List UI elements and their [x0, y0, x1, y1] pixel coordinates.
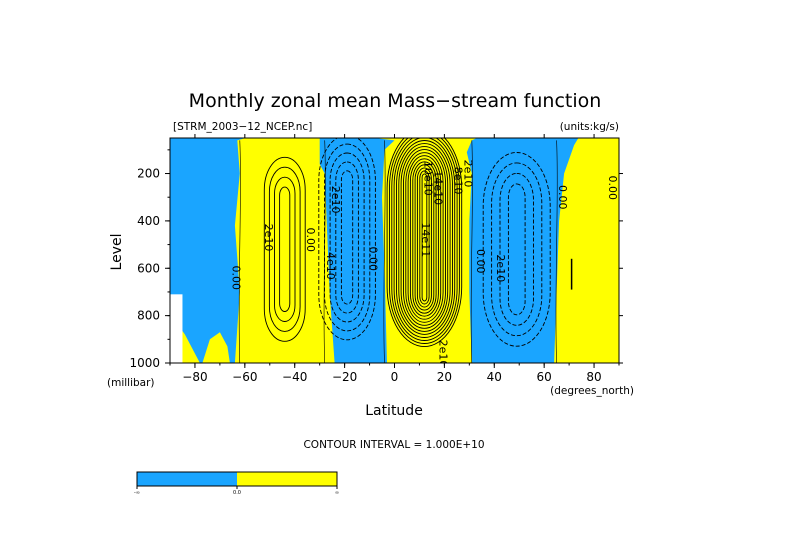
southern-ferrel-contour	[279, 186, 291, 312]
northern-ferrel-contour	[491, 162, 543, 337]
x-tick-label: −20	[332, 370, 357, 384]
northern-ferrel-contour	[482, 152, 551, 347]
northern-hadley-contour	[403, 149, 446, 326]
contour-label: 0.00	[229, 265, 242, 290]
contour-label: 14e10	[431, 170, 444, 205]
northern-hadley-contour	[396, 140, 453, 335]
northern-hadley-contour	[398, 143, 451, 332]
contour-label: 2e10	[494, 254, 507, 282]
x-tick-label: −80	[182, 370, 207, 384]
northern-hadley-contour	[386, 138, 463, 348]
northern-hadley-contour	[400, 146, 449, 329]
zero-contour-line	[323, 140, 326, 363]
southern-ferrel-contour	[268, 166, 301, 332]
contour-label: 0.00	[474, 249, 487, 274]
fill-northern-hadley-cell	[374, 138, 477, 363]
southern-hadley-contour	[318, 138, 376, 341]
southern-ferrel-contour	[274, 176, 296, 322]
source-file-label: [STRM_2003−12_NCEP.nc]	[173, 121, 312, 133]
x-tick-label: 40	[487, 370, 502, 384]
northern-hadley-contour	[416, 167, 432, 308]
northern-hadley-contour	[419, 170, 430, 305]
southern-hadley-contour	[324, 143, 371, 332]
contour-label: 8e10	[451, 167, 464, 195]
northern-hadley-contour	[421, 173, 428, 302]
northern-hadley-contour	[409, 158, 439, 317]
contour-label: 2e10	[461, 160, 474, 188]
northern-hadley-contour	[393, 138, 456, 338]
contour-label: 2e10	[436, 340, 449, 368]
units-label: (units:kg/s)	[560, 121, 619, 133]
x-tick-label: 80	[586, 370, 601, 384]
x-tick-label: 60	[537, 370, 552, 384]
southern-hadley-contour	[329, 152, 365, 323]
northern-hadley-contour	[389, 138, 460, 344]
x-tick-label: 20	[437, 370, 452, 384]
contour-label: 0.00	[606, 175, 619, 200]
color-legend: -∞ 0.0 ∞	[134, 471, 339, 496]
x-tick-label: −40	[282, 370, 307, 384]
y-tick-label: 800	[137, 309, 160, 323]
southern-hadley-contour	[335, 161, 359, 314]
contour-label: 0.00	[367, 247, 380, 272]
northern-ferrel-contour	[507, 183, 526, 316]
y-axis-units: (millibar)	[107, 377, 155, 389]
northern-hadley-contour	[391, 138, 458, 341]
missing-data-patch	[170, 294, 183, 363]
northern-hadley-contour	[405, 152, 444, 323]
x-tick-label: 0	[391, 370, 399, 384]
contour-label: 14e11	[419, 222, 432, 257]
legend-min-label: -∞	[134, 490, 140, 496]
contour-label: 2e10	[262, 224, 275, 252]
southern-hadley-contour	[340, 170, 354, 305]
contour-lines	[238, 138, 573, 363]
zero-contour-line	[555, 140, 558, 363]
x-axis: −80 −60 −40 −20 0 20 40 60 80	[169, 134, 620, 384]
fill-south-surface-patch	[202, 332, 230, 363]
zero-contour-line	[383, 140, 386, 363]
contour-label: 2e10	[329, 186, 342, 214]
y-tick-label: 1000	[129, 356, 160, 370]
y-axis-title: Level	[109, 234, 125, 271]
fill-northern-polar-cell	[554, 138, 619, 363]
y-tick-label: 400	[137, 214, 160, 228]
y-tick-label: 200	[137, 167, 160, 181]
legend-positive-swatch	[237, 472, 337, 486]
zero-contour-line	[470, 140, 473, 363]
northern-ferrel-contour	[499, 172, 534, 326]
contour-label: 0.00	[304, 228, 317, 253]
legend-max-label: ∞	[335, 490, 339, 496]
positive-fill-regions	[170, 138, 619, 363]
y-axis: 200 400 600 800 1000	[129, 149, 623, 370]
northern-hadley-contour	[412, 161, 437, 314]
y-tick-label: 600	[137, 261, 160, 275]
zero-contour-line	[238, 140, 241, 363]
contour-label: 4e10	[324, 252, 337, 280]
contour-label: 0.00	[556, 185, 569, 210]
northern-hadley-contour	[414, 164, 435, 311]
legend-zero-label: 0.0	[233, 490, 241, 496]
legend-negative-swatch	[137, 472, 237, 486]
fill-southern-ferrel-cell	[234, 138, 335, 363]
x-axis-title: Latitude	[365, 403, 423, 419]
northern-hadley-contour	[407, 155, 442, 320]
southern-ferrel-contour	[263, 156, 306, 342]
x-axis-units: (degrees_north)	[550, 385, 634, 397]
chart-title: Monthly zonal mean Mass−stream function	[189, 90, 602, 112]
x-tick-label: −60	[232, 370, 257, 384]
contour-interval-note: CONTOUR INTERVAL = 1.000E+10	[303, 439, 484, 451]
contour-label: 10e10	[421, 161, 434, 196]
